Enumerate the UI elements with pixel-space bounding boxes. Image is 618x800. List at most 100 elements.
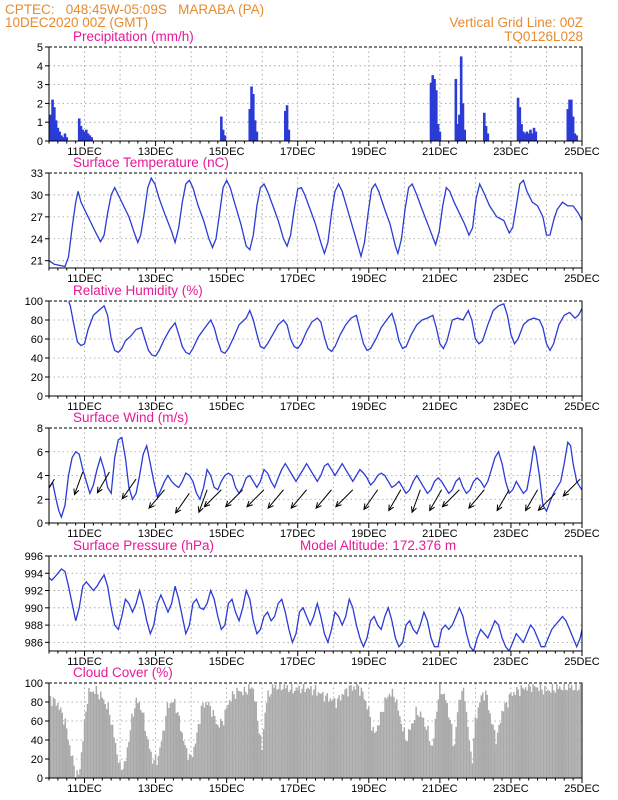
cloud-bar: [557, 688, 560, 778]
cloud-bar: [399, 716, 401, 778]
x-tick-label: 19DEC: [351, 401, 387, 413]
x-tick-label: 13DEC: [138, 656, 174, 668]
cloud-bar: [345, 688, 348, 778]
wind-arrow-head: [429, 504, 435, 512]
cloud-bar: [108, 714, 111, 778]
precip-bar: [56, 127, 60, 141]
precip-bar: [534, 131, 538, 141]
precip-bar: [573, 133, 577, 141]
wind-arrow-head: [197, 506, 204, 514]
y-tick-label: 30: [31, 190, 43, 202]
cloud-bar: [160, 741, 163, 778]
precip-bar: [532, 127, 536, 141]
cloud-bar: [308, 689, 311, 778]
cloud-bar: [485, 690, 487, 778]
cloud-bar: [388, 693, 391, 778]
cloud-bar: [510, 692, 512, 778]
cloud-bar: [147, 739, 149, 778]
precip-bar: [252, 94, 255, 141]
wind-arrow-shaft: [525, 489, 539, 511]
wind-arrow: [411, 489, 421, 514]
wind-arrow-shaft: [96, 471, 110, 493]
cloud-bar: [325, 695, 327, 778]
cloud-bar: [455, 727, 457, 778]
cloud-bar: [356, 683, 358, 778]
x-tick-label: 13DEC: [138, 146, 174, 158]
cloud-bar: [474, 717, 477, 778]
cloud-bar: [433, 738, 435, 778]
cloud-bar: [298, 685, 300, 778]
cloud-bar: [222, 725, 225, 778]
y-tick-label: 40: [31, 735, 43, 747]
precip-bar: [575, 135, 578, 141]
x-tick-label: 19DEC: [351, 783, 387, 795]
cloud-bar: [197, 723, 200, 778]
precip-bar: [431, 75, 435, 141]
x-tick-label: 13DEC: [138, 273, 174, 285]
cloud-bar: [122, 769, 124, 778]
cloud-bar: [384, 697, 386, 778]
wind-arrow: [562, 478, 581, 497]
cloud-bar: [505, 701, 508, 778]
cloud-bar: [501, 710, 503, 778]
x-tick-label: 15DEC: [209, 146, 245, 158]
wind-arrow: [203, 489, 222, 508]
cloud-bar: [412, 723, 414, 778]
precip-bar: [435, 90, 438, 141]
cloud-bar: [233, 694, 235, 778]
wind-arrow-shaft: [335, 489, 354, 508]
y-tick-label: 60: [31, 334, 43, 346]
wind-arrow-shaft: [538, 492, 556, 511]
cloud-bar: [274, 684, 277, 778]
cloud-bar: [529, 686, 531, 778]
cloud-bar: [291, 683, 293, 778]
wind-arrow: [290, 489, 307, 510]
x-tick-label: 19DEC: [351, 528, 387, 540]
precip-bar: [436, 124, 440, 141]
cloud-bar: [360, 687, 363, 778]
precip-bar: [255, 131, 259, 141]
cloud-bar: [259, 735, 262, 778]
wind-arrow-head: [411, 506, 417, 514]
cloud-bar: [313, 689, 315, 778]
y-tick-label: 80: [31, 315, 43, 327]
wind-arrow: [429, 489, 443, 512]
station-title: CPTEC: 048:45W-05:09S MARABA (PA): [5, 2, 265, 17]
wind-arrow-head: [121, 492, 128, 500]
cloud-bar: [256, 720, 259, 778]
cloud-bar: [556, 684, 558, 778]
cloud-bar: [517, 689, 520, 778]
cloud-bar: [316, 695, 318, 778]
panel-title: Surface Pressure (hPa): [73, 538, 214, 553]
wind-arrow-shaft: [121, 478, 137, 500]
precip-bar: [88, 135, 92, 141]
cloud-bar: [206, 704, 209, 778]
x-tick-label: 23DEC: [493, 401, 529, 413]
cloud-bar: [366, 709, 369, 778]
cloud-bar: [397, 710, 400, 778]
cloud-bar: [561, 690, 564, 778]
cloud-bar: [67, 740, 69, 778]
cloud-bar: [430, 745, 432, 778]
cloud-bar: [251, 687, 253, 778]
cloud-bar: [456, 712, 459, 778]
cloud-bar: [187, 760, 189, 778]
cloud-bar: [350, 685, 352, 778]
wind-arrow-head: [441, 500, 449, 508]
cloud-bar: [119, 761, 121, 778]
panel-title: Surface Wind (m/s): [73, 410, 189, 425]
x-tick-label: 21DEC: [422, 528, 458, 540]
cloud-bar: [368, 707, 370, 778]
y-tick-label: 80: [31, 697, 43, 709]
precip-bar: [90, 137, 93, 141]
cloud-bar: [54, 698, 56, 778]
cloud-bar: [218, 727, 220, 778]
y-tick-label: 986: [25, 637, 43, 649]
cloud-bar: [535, 687, 537, 778]
cloud-bar: [64, 718, 66, 778]
y-tick-label: 100: [25, 678, 43, 690]
y-tick-label: 27: [31, 212, 43, 224]
cloud-bar: [514, 695, 517, 778]
cloud-bar: [227, 704, 229, 778]
